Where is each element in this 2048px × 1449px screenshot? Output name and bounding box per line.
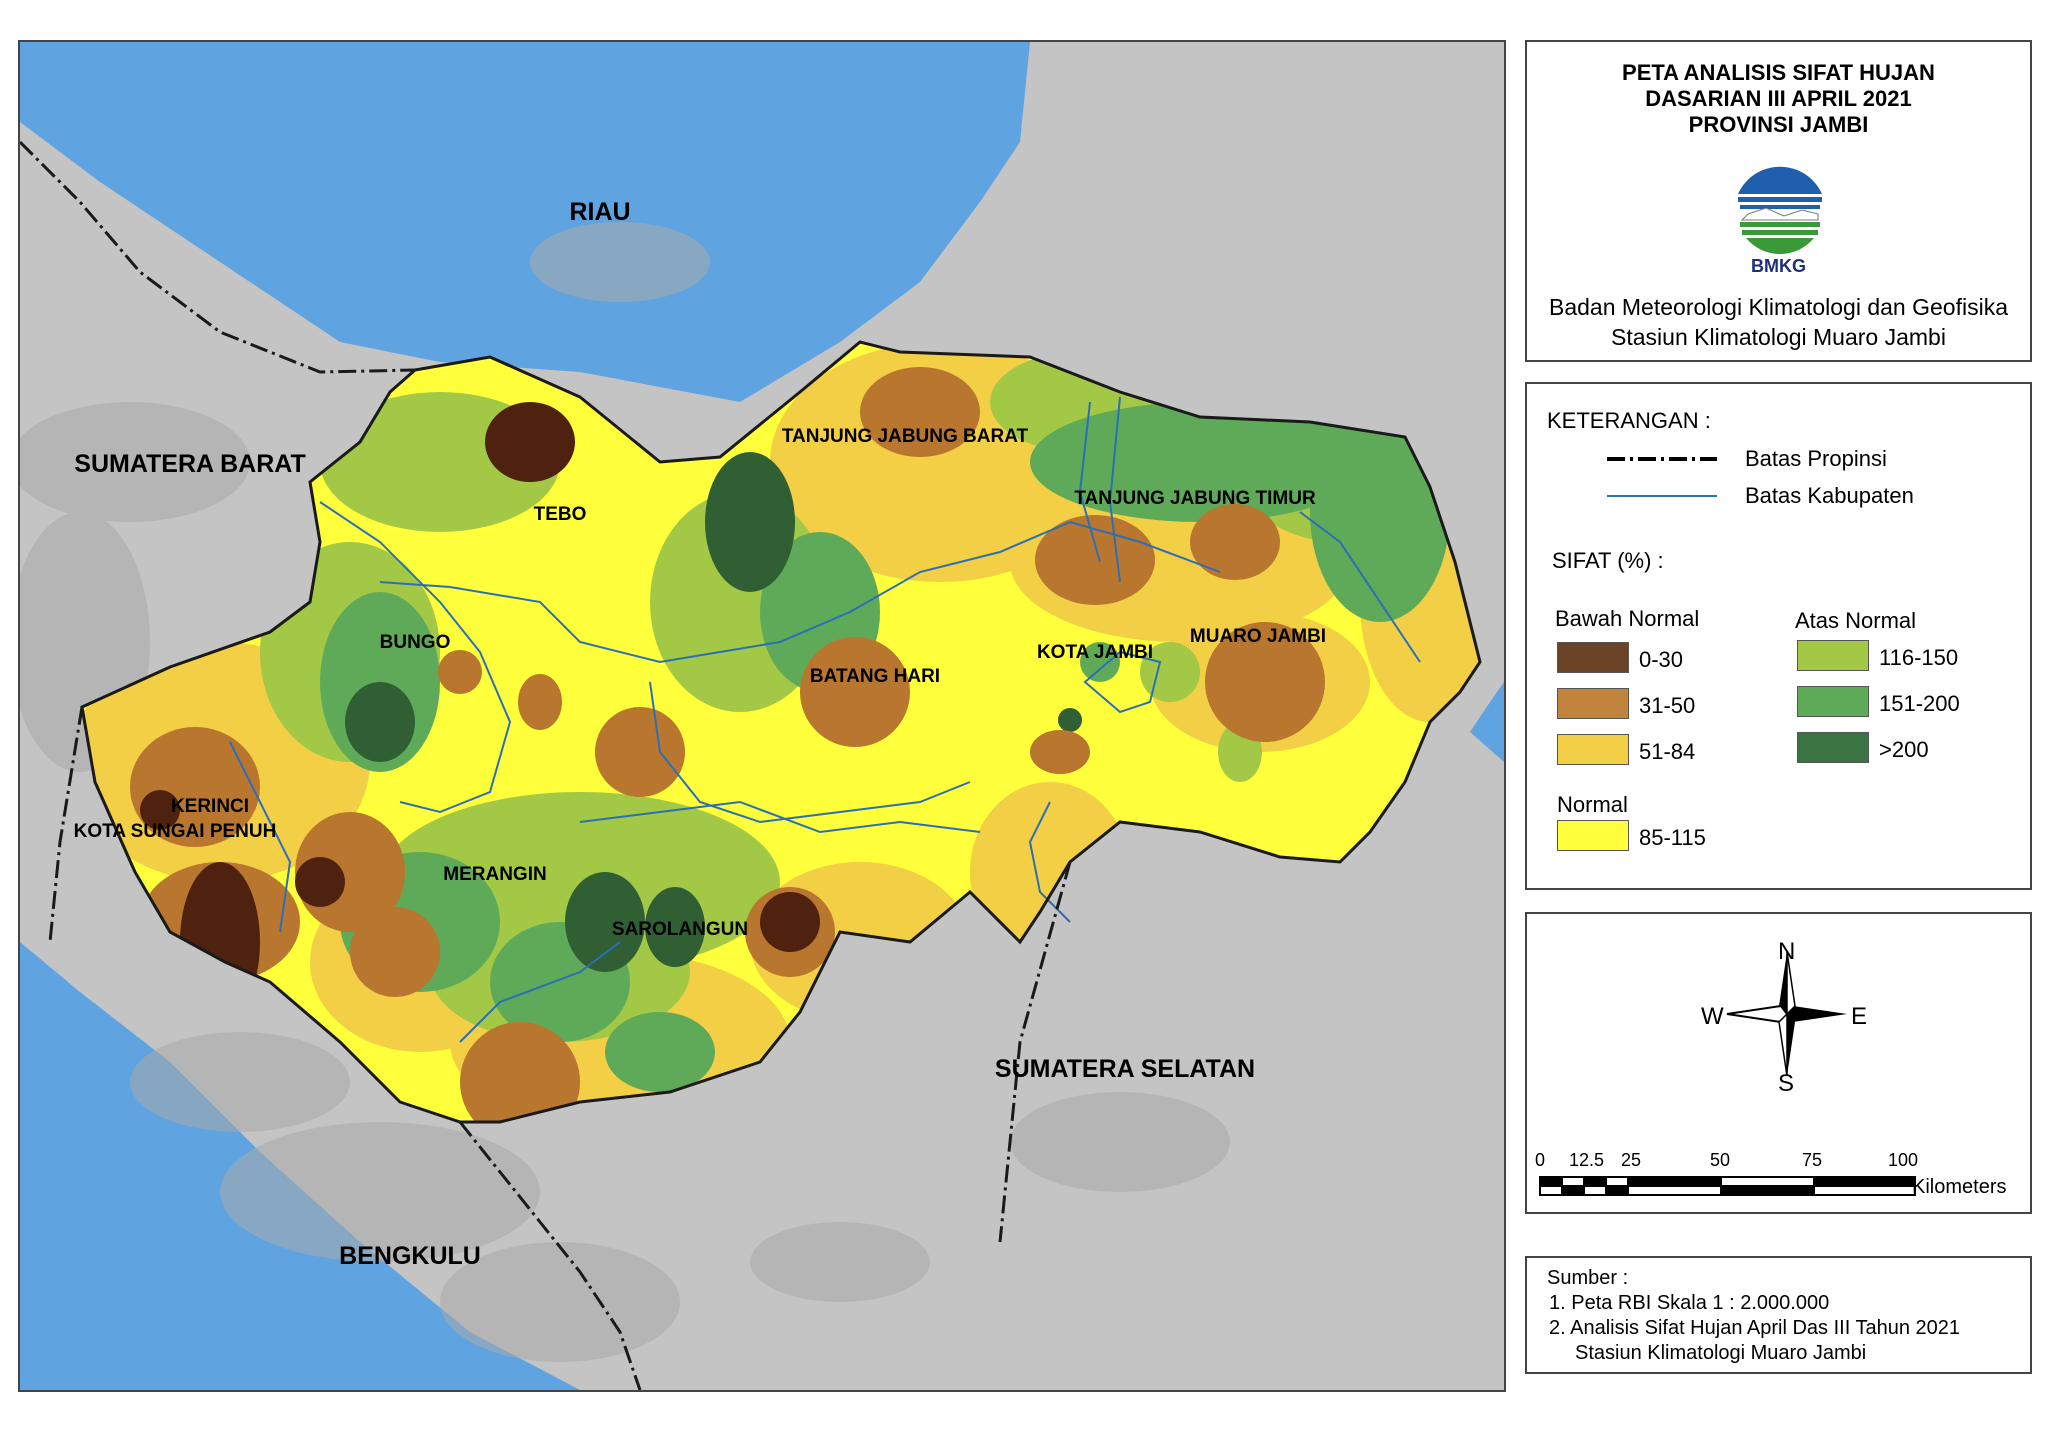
- label-116-150: 116-150: [1879, 645, 1959, 670]
- label-tanjung-jabung-barat: TANJUNG JABUNG BARAT: [782, 426, 1029, 447]
- label-batang-hari: BATANG HARI: [810, 666, 940, 687]
- district-boundaries: [229, 396, 1421, 1043]
- source-item-3: Stasiun Klimatologi Muaro Jambi: [1575, 1342, 1867, 1364]
- map-canvas: RIAU SUMATERA BARAT SUMATERA SELATAN BEN…: [20, 42, 1504, 1390]
- compass-w: W: [1701, 1003, 1724, 1030]
- title-panel: PETA ANALISIS SIFAT HUJAN DASARIAN III A…: [1525, 40, 2032, 362]
- province-boundaries: [20, 140, 1072, 1390]
- compass-n: N: [1778, 938, 1796, 965]
- legend-panel: KETERANGAN : Batas Propinsi Batas Kabupa…: [1525, 382, 2032, 890]
- label-above-200: >200: [1879, 737, 1929, 762]
- bmkg-logo-icon: [1734, 166, 1826, 258]
- compass-e: E: [1851, 1003, 1868, 1030]
- label-31-50: 31-50: [1639, 693, 1696, 718]
- label-sumatera-selatan: SUMATERA SELATAN: [995, 1055, 1255, 1083]
- label-kerinci: KERINCI: [171, 796, 249, 817]
- scale-unit: Kilometers: [1912, 1176, 2007, 1198]
- swatch-151-200: [1797, 686, 1869, 717]
- district-boundary-line-sample: [1607, 495, 1717, 497]
- compass-s: S: [1778, 1070, 1795, 1097]
- map-panel[interactable]: RIAU SUMATERA BARAT SUMATERA SELATAN BEN…: [18, 40, 1506, 1392]
- label-tebo: TEBO: [534, 504, 587, 525]
- label-51-84: 51-84: [1639, 739, 1696, 764]
- label-85-115: 85-115: [1639, 825, 1706, 850]
- sifat-heading: SIFAT (%) :: [1552, 548, 1664, 573]
- swatch-0-30: [1557, 642, 1629, 673]
- group-bawah-normal: Bawah Normal: [1555, 606, 1700, 631]
- label-riau: RIAU: [569, 198, 630, 226]
- island-northeast: [1390, 132, 1490, 282]
- source-heading: Sumber :: [1547, 1267, 1629, 1289]
- legend-batas-kabupaten: Batas Kabupaten: [1745, 483, 1914, 508]
- province-boundary-line-sample: [1607, 457, 1717, 461]
- scale-tick-25: 25: [1621, 1150, 1642, 1170]
- swatch-above-200: [1797, 732, 1869, 763]
- group-atas-normal: Atas Normal: [1795, 608, 1917, 633]
- islet: [1401, 308, 1409, 316]
- swatch-85-115: [1557, 820, 1629, 851]
- station-name: Stasiun Klimatologi Muaro Jambi: [1611, 324, 1946, 350]
- label-0-30: 0-30: [1639, 647, 1684, 672]
- swatch-116-150: [1797, 640, 1869, 671]
- scale-bar: [1539, 1176, 1916, 1196]
- islet: [1295, 187, 1305, 197]
- source-item-2: 2. Analisis Sifat Hujan April Das III Ta…: [1549, 1317, 1960, 1339]
- north-arrow: [1726, 951, 1847, 1077]
- legend-heading: KETERANGAN :: [1547, 408, 1711, 433]
- label-merangin: MERANGIN: [443, 864, 546, 885]
- islet: [1349, 131, 1361, 143]
- group-normal: Normal: [1557, 792, 1628, 817]
- scale-tick-75: 75: [1802, 1150, 1823, 1170]
- label-muaro-jambi: MUARO JAMBI: [1190, 626, 1326, 647]
- organization-name: Badan Meteorologi Klimatologi dan Geofis…: [1549, 294, 2008, 320]
- label-151-200: 151-200: [1879, 691, 1960, 716]
- rainfall-layer: [82, 342, 1480, 1122]
- label-kota-jambi: KOTA JAMBI: [1037, 642, 1153, 663]
- map-title-line-2: DASARIAN III APRIL 2021: [1645, 86, 1912, 111]
- label-sarolangun: SAROLANGUN: [612, 919, 748, 940]
- label-tanjung-jabung-timur: TANJUNG JABUNG TIMUR: [1074, 488, 1316, 509]
- label-kota-sungai-penuh: KOTA SUNGAI PENUH: [74, 821, 277, 842]
- bmkg-logo-text: BMKG: [1751, 256, 1806, 276]
- source-panel: Sumber : 1. Peta RBI Skala 1 : 2.000.000…: [1525, 1256, 2032, 1374]
- label-bengkulu: BENGKULU: [339, 1242, 481, 1270]
- scale-tick-50: 50: [1710, 1150, 1731, 1170]
- scale-tick-0: 0: [1535, 1150, 1546, 1170]
- legend-batas-propinsi: Batas Propinsi: [1745, 446, 1887, 471]
- map-title-line-3: PROVINSI JAMBI: [1688, 112, 1869, 137]
- swatch-51-84: [1557, 734, 1629, 765]
- source-item-1: 1. Peta RBI Skala 1 : 2.000.000: [1549, 1292, 1830, 1314]
- label-sumatera-barat: SUMATERA BARAT: [74, 450, 305, 478]
- label-bungo: BUNGO: [380, 632, 451, 653]
- swatch-31-50: [1557, 688, 1629, 719]
- scale-tick-100: 100: [1888, 1150, 1919, 1170]
- map-title-line-1: PETA ANALISIS SIFAT HUJAN: [1622, 60, 1935, 85]
- compass-scale-panel: N S W E 0 12.5 25 50 75 100 Kilometers: [1525, 912, 2032, 1214]
- scale-tick-12-5: 12.5: [1569, 1150, 1605, 1170]
